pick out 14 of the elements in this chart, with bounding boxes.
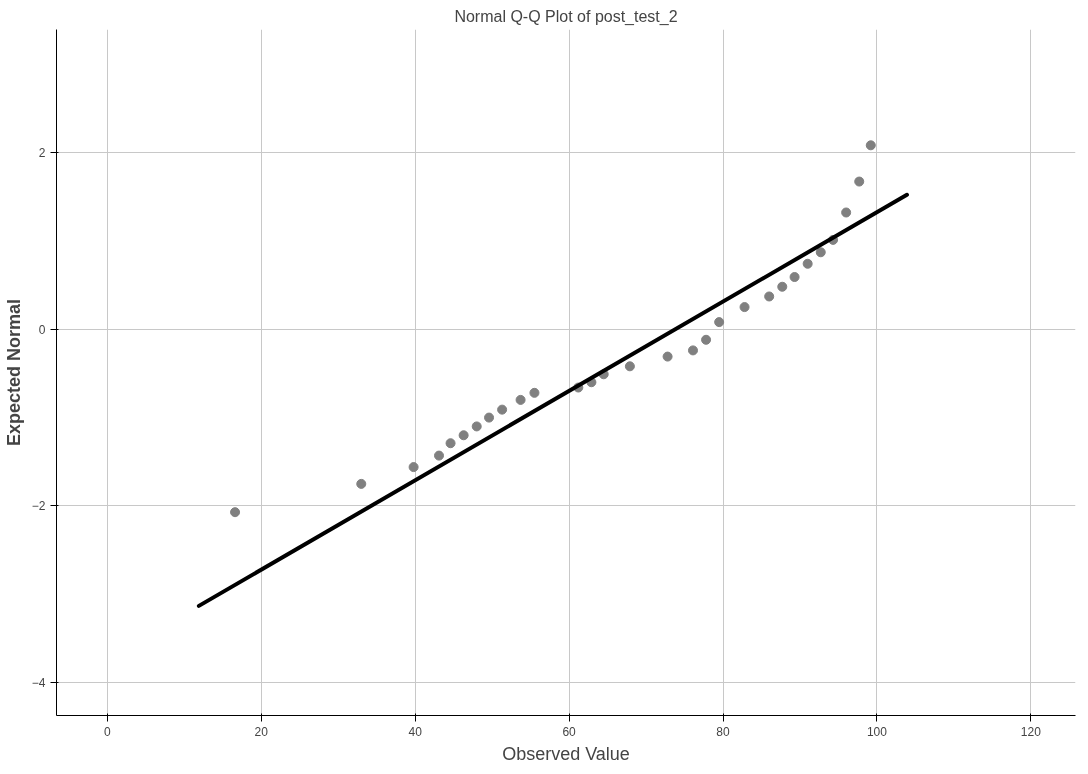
x-tick-label: 80: [716, 724, 731, 739]
y-tick-label: 2: [38, 145, 46, 160]
x-tick-label: 0: [103, 724, 111, 739]
chart-title: Normal Q-Q Plot of post_test_2: [454, 7, 678, 26]
x-tick-label: 40: [408, 724, 423, 739]
x-tick-label: 60: [562, 724, 577, 739]
x-tick-label: 120: [1020, 724, 1042, 739]
x-tick-label: 100: [866, 724, 888, 739]
x-tick-label: 20: [254, 724, 269, 739]
x-axis-title: Observed Value: [502, 743, 630, 764]
y-tick-label: 0: [38, 322, 46, 337]
y-tick-label: −2: [31, 499, 46, 514]
y-axis-title: Expected Normal: [3, 298, 24, 447]
y-tick-label: −4: [31, 676, 46, 691]
